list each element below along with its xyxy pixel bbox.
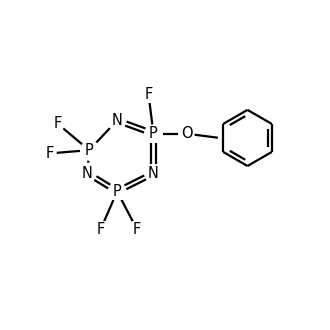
Text: F: F: [96, 222, 105, 237]
Text: P: P: [85, 143, 93, 158]
Text: O: O: [181, 126, 192, 141]
Text: N: N: [148, 166, 159, 181]
Text: F: F: [46, 146, 53, 161]
Text: P: P: [113, 184, 121, 199]
Text: N: N: [82, 166, 93, 181]
Text: P: P: [149, 126, 158, 141]
Text: F: F: [53, 116, 62, 131]
Text: F: F: [133, 222, 141, 237]
Text: F: F: [145, 86, 152, 102]
Text: N: N: [112, 113, 122, 128]
